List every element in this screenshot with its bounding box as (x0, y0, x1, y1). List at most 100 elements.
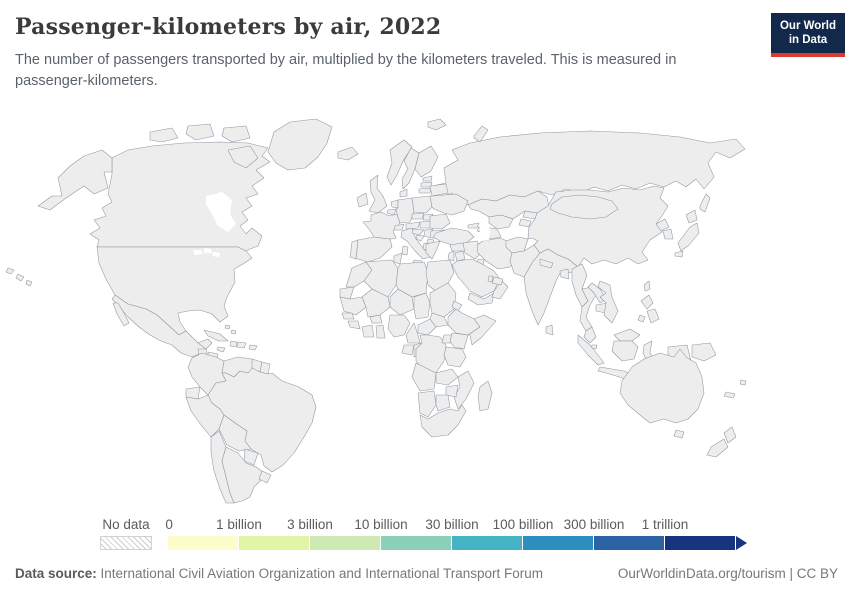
country-nepal[interactable] (539, 258, 554, 269)
legend-segment[interactable] (665, 536, 736, 550)
country-italy-sardinia[interactable] (401, 245, 409, 256)
country-sri-lanka[interactable] (545, 324, 554, 336)
country-cameroon[interactable] (405, 322, 421, 344)
country-united-states-alaska[interactable] (37, 149, 113, 211)
country-japan-kyushu[interactable] (674, 250, 684, 258)
country-paraguay[interactable] (243, 448, 259, 466)
country-mozambique[interactable] (453, 370, 475, 410)
country-belarus[interactable] (429, 183, 449, 197)
legend-no-data-swatch[interactable] (100, 536, 152, 550)
country-france[interactable] (362, 211, 401, 240)
country-south-africa[interactable] (419, 404, 467, 438)
country-somalia[interactable] (467, 314, 497, 346)
country-taiwan[interactable] (643, 280, 651, 292)
country-united-states[interactable] (96, 246, 253, 336)
country-north-korea[interactable] (655, 218, 670, 232)
country-yemen[interactable] (467, 292, 495, 306)
country-australia-tasmania[interactable] (673, 429, 685, 439)
owid-logo[interactable]: Our World in Data (771, 13, 845, 57)
country-philippines-visayas[interactable] (637, 314, 646, 323)
country-zimbabwe[interactable] (445, 384, 459, 398)
country-haiti[interactable] (229, 340, 238, 348)
country-qatar[interactable] (487, 275, 494, 283)
country-united-states-hawaii[interactable] (5, 267, 33, 287)
country-estonia[interactable] (422, 175, 433, 182)
country-nigeria[interactable] (387, 314, 411, 338)
country-mexico-baja[interactable] (112, 302, 130, 327)
country-jamaica[interactable] (216, 346, 226, 353)
country-chad[interactable] (413, 292, 431, 320)
country-canada-baffin[interactable] (227, 145, 259, 169)
country-belgium[interactable] (386, 208, 397, 216)
legend-segment[interactable] (239, 536, 310, 550)
country-cote-divoire[interactable] (361, 324, 375, 338)
country-south-sudan[interactable] (429, 312, 449, 328)
country-czechia[interactable] (411, 212, 425, 220)
country-tanzania[interactable] (443, 346, 467, 368)
country-ireland[interactable] (356, 192, 369, 208)
country-mauritania[interactable] (339, 296, 367, 316)
country-sudan[interactable] (429, 282, 457, 318)
country-austria[interactable] (405, 221, 421, 230)
country-uae[interactable] (491, 276, 504, 286)
country-tunisia[interactable] (393, 252, 403, 265)
owid-url-license-link[interactable]: OurWorldinData.org/tourism | CC BY (617, 566, 838, 581)
country-jordan[interactable] (454, 250, 466, 262)
country-argentina[interactable] (221, 446, 263, 504)
country-spain[interactable] (355, 236, 393, 263)
country-croatia[interactable] (411, 228, 425, 236)
country-sweden[interactable] (401, 147, 420, 190)
country-malaysia-peninsula[interactable] (583, 326, 597, 344)
country-norway[interactable] (386, 139, 413, 186)
country-romania[interactable] (429, 213, 451, 230)
country-finland[interactable] (414, 145, 439, 178)
country-poland[interactable] (411, 195, 433, 214)
country-mongolia[interactable] (549, 194, 619, 220)
country-indonesia-sumatra[interactable] (577, 334, 605, 366)
country-norway-svalbard[interactable] (427, 118, 447, 131)
country-car[interactable] (417, 318, 437, 336)
country-denmark[interactable] (399, 188, 408, 198)
country-new-zealand-north[interactable] (723, 426, 737, 444)
legend-segment[interactable] (381, 536, 452, 550)
country-indonesia-borneo[interactable] (611, 340, 639, 362)
country-south-korea[interactable] (662, 228, 674, 240)
country-papua-new-guinea[interactable] (691, 342, 717, 362)
country-angola[interactable] (411, 362, 437, 392)
country-greenland[interactable] (267, 118, 333, 171)
country-russia-sakhalin[interactable] (699, 193, 711, 213)
country-australia[interactable] (619, 348, 705, 424)
country-switzerland[interactable] (393, 223, 405, 231)
country-new-caledonia[interactable] (723, 391, 736, 399)
country-georgia[interactable] (467, 222, 480, 229)
country-madagascar[interactable] (477, 380, 493, 412)
country-russia-novaya-zemlya[interactable] (473, 125, 489, 143)
country-malaysia-borneo[interactable] (613, 328, 641, 342)
country-ukraine[interactable] (429, 193, 469, 216)
country-canada-islands-1[interactable] (149, 127, 179, 143)
country-dominican-republic[interactable] (236, 341, 247, 349)
legend-segment[interactable] (168, 536, 239, 550)
country-guinea[interactable] (347, 320, 361, 330)
country-lithuania[interactable] (418, 187, 432, 194)
legend-segment[interactable] (594, 536, 665, 550)
country-bosnia[interactable] (415, 234, 425, 242)
country-united-kingdom[interactable] (368, 174, 388, 214)
country-gabon[interactable] (401, 344, 415, 356)
country-cuba[interactable] (203, 329, 229, 342)
country-greece[interactable] (425, 240, 441, 260)
country-canada-islands-2[interactable] (185, 123, 215, 141)
country-philippines-luzon[interactable] (640, 294, 654, 310)
country-uruguay[interactable] (258, 470, 272, 484)
country-israel[interactable] (447, 250, 455, 262)
country-kenya[interactable] (449, 332, 469, 350)
country-fiji[interactable] (739, 379, 747, 386)
country-myanmar[interactable] (571, 263, 589, 308)
country-iceland[interactable] (337, 146, 359, 161)
country-puerto-rico[interactable] (248, 344, 258, 351)
legend-segment[interactable] (523, 536, 594, 550)
country-bahamas[interactable] (224, 324, 237, 335)
country-ghana[interactable] (375, 324, 386, 339)
country-philippines-mindanao[interactable] (646, 308, 660, 324)
country-bolivia[interactable] (218, 414, 252, 452)
